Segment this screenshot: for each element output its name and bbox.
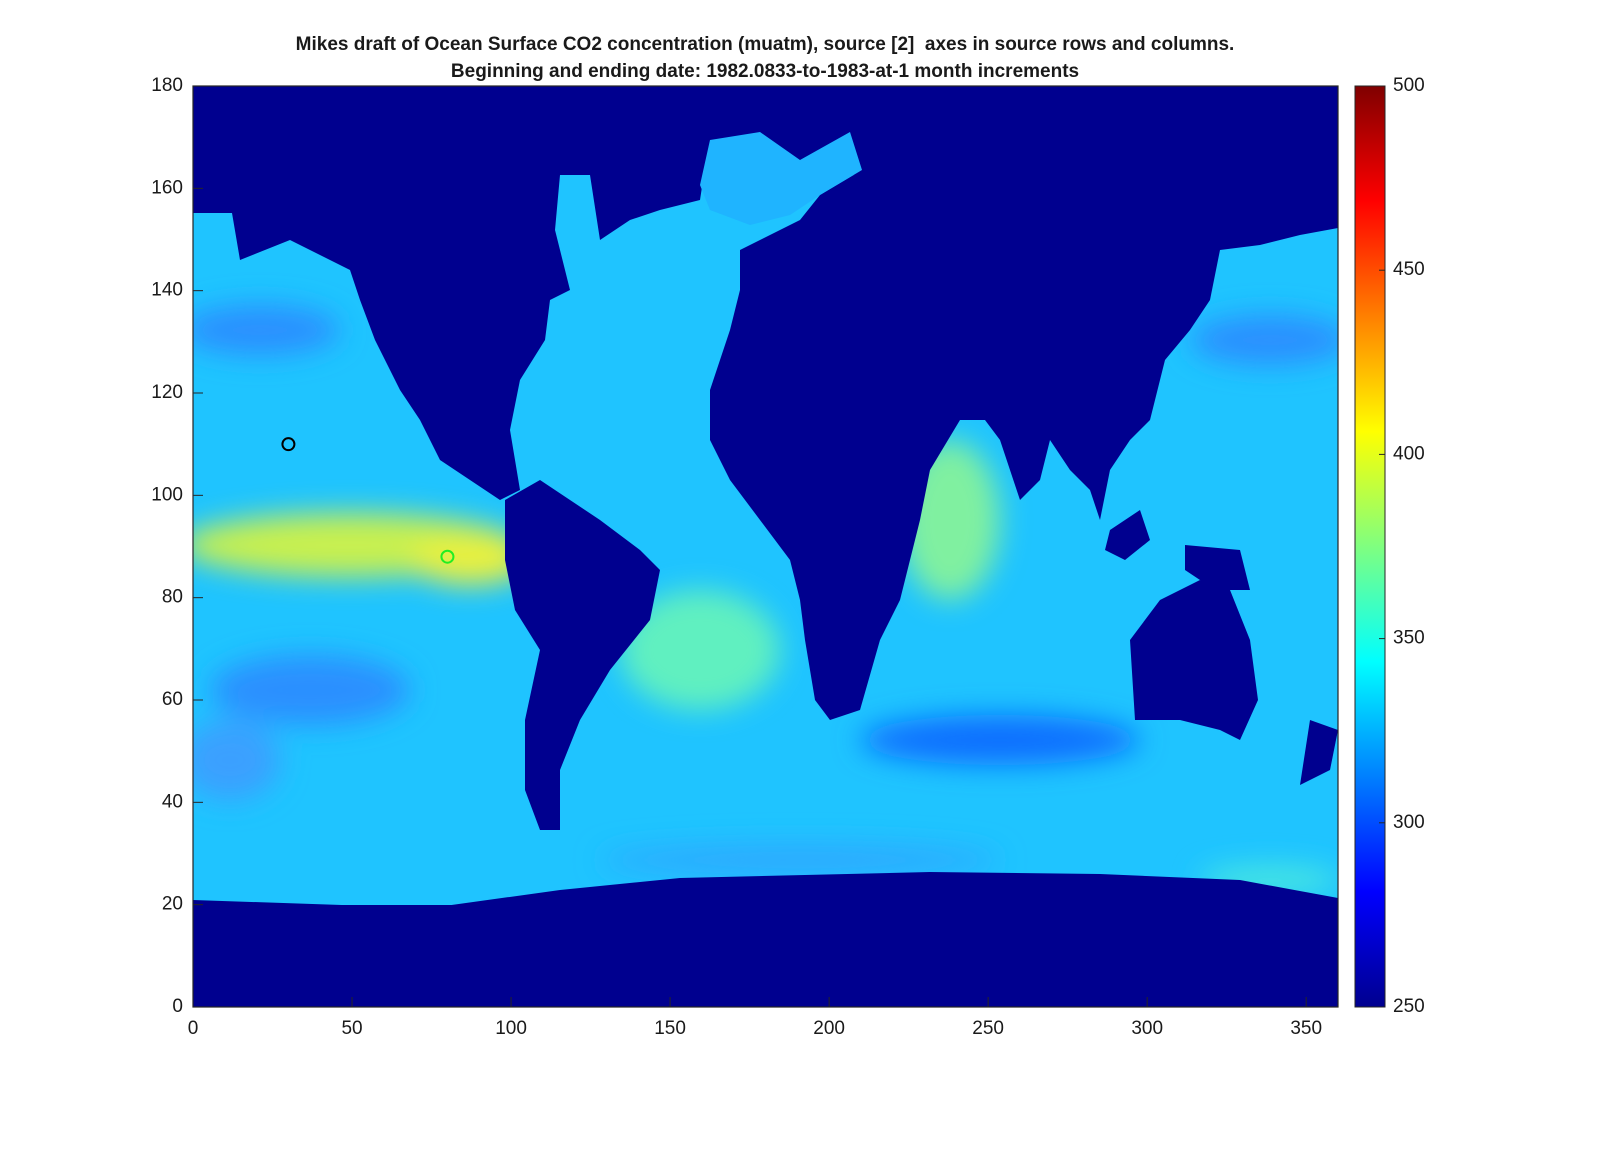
colorbar-tick-label: 350: [1393, 628, 1425, 649]
heatmap-image: [193, 86, 1338, 1007]
y-tick-label: 0: [172, 996, 183, 1017]
y-tick-label: 100: [151, 484, 183, 505]
x-tick-label: 300: [1131, 1018, 1163, 1039]
x-tick-label: 0: [188, 1018, 199, 1039]
y-tick-label: 180: [151, 75, 183, 96]
y-tick-label: 60: [162, 689, 183, 710]
x-tick-label: 250: [972, 1018, 1004, 1039]
marker: [440, 549, 455, 564]
y-tick-label: 80: [162, 587, 183, 608]
x-tick-label: 150: [654, 1018, 686, 1039]
colorbar-tick-label: 500: [1393, 75, 1425, 96]
colorbar: [1354, 85, 1386, 1008]
y-tick-label: 140: [151, 280, 183, 301]
y-tick-label: 160: [151, 177, 183, 198]
axes-frame: [192, 85, 1339, 1008]
colorbar-tick-label: 250: [1393, 996, 1425, 1017]
colorbar-tick-label: 400: [1393, 443, 1425, 464]
y-tick-label: 120: [151, 382, 183, 403]
x-tick-label: 200: [813, 1018, 845, 1039]
y-tick-label: 20: [162, 894, 183, 915]
y-tick-label: 40: [162, 791, 183, 812]
colorbar-tick-label: 300: [1393, 812, 1425, 833]
marker: [281, 437, 296, 452]
colorbar-tick-label: 450: [1393, 259, 1425, 280]
x-tick-label: 350: [1290, 1018, 1322, 1039]
x-tick-label: 100: [495, 1018, 527, 1039]
x-tick-label: 50: [341, 1018, 362, 1039]
chart-title: Mikes draft of Ocean Surface CO2 concent…: [296, 34, 1235, 55]
chart-subtitle: Beginning and ending date: 1982.0833-to-…: [451, 61, 1079, 82]
